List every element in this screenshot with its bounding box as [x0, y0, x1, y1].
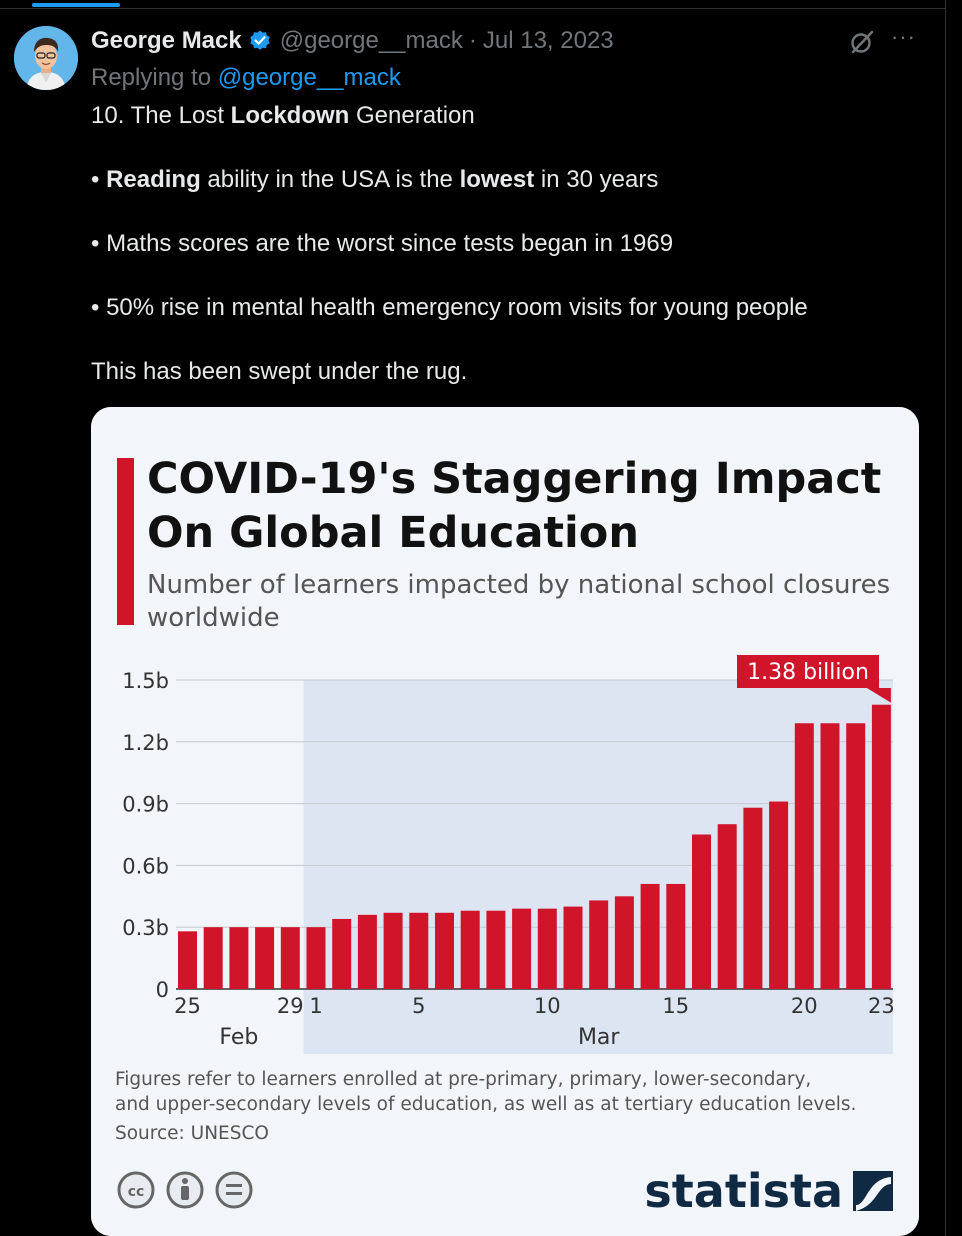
- bar: [255, 927, 275, 989]
- bar: [229, 927, 249, 989]
- bar: [820, 723, 840, 989]
- verified-badge-icon: [250, 30, 270, 50]
- chart-subtitle-line-2: worldwide: [147, 603, 280, 633]
- tweet-line-2-bold-a: Reading: [106, 166, 201, 193]
- bar: [512, 908, 532, 989]
- bar: [332, 918, 352, 989]
- x-tick-label: 20: [791, 994, 818, 1018]
- avatar[interactable]: [14, 26, 78, 90]
- march-highlight-band: [303, 680, 893, 1054]
- nd-icon[interactable]: [215, 1171, 253, 1209]
- bar: [357, 914, 377, 989]
- y-tick-label: 0.9b: [122, 793, 169, 817]
- bar: [460, 910, 480, 989]
- x-tick-label: 29: [277, 994, 304, 1018]
- x-tick-label: 25: [174, 994, 201, 1018]
- bar: [769, 801, 789, 989]
- tweet-line-2-b: ability in the USA is the: [200, 166, 460, 193]
- bar: [280, 927, 300, 989]
- bar: [846, 723, 866, 989]
- header-separator: ·: [468, 27, 477, 54]
- tweet-line-2-d: in 30 years: [534, 166, 659, 193]
- more-icon[interactable]: ···: [891, 24, 916, 49]
- month-label: Feb: [219, 1025, 258, 1050]
- replying-to: Replying to @george__mack: [91, 64, 401, 92]
- chart-title-line-1: COVID-19's Staggering Impact: [147, 454, 881, 504]
- x-tick-label: 23: [868, 994, 895, 1018]
- bar: [537, 908, 557, 989]
- bar: [743, 807, 763, 989]
- callout-box: [737, 655, 879, 688]
- column-divider: [945, 0, 946, 1236]
- x-tick-label: 1: [309, 994, 322, 1018]
- statista-logo-mark: [853, 1171, 893, 1211]
- top-tab-bar: [0, 0, 945, 9]
- bar: [435, 912, 454, 989]
- tweet-line-1-c: Generation: [349, 102, 475, 129]
- y-tick-label: 1.2b: [122, 731, 169, 755]
- replying-prefix: Replying to: [91, 64, 212, 91]
- avatar-illustration: [14, 26, 78, 90]
- svg-text:cc: cc: [128, 1184, 145, 1200]
- bar: [589, 900, 609, 989]
- tweet-line-2-bullet: •: [91, 166, 107, 193]
- y-tick-label: 0: [156, 978, 169, 1002]
- bar: [486, 910, 506, 989]
- tweet-date[interactable]: Jul 13, 2023: [482, 27, 614, 54]
- source-label: Source: UNESCO: [115, 1123, 269, 1144]
- bar: [871, 704, 891, 989]
- x-tick-label: 5: [412, 994, 425, 1018]
- active-tab-indicator: [32, 3, 120, 7]
- tweet-line-1: 10. The Lost Lockdown Generation: [91, 100, 931, 132]
- bar: [614, 896, 634, 989]
- tweet-line-5: This has been swept under the rug.: [91, 358, 468, 385]
- author-name[interactable]: George Mack: [91, 27, 242, 54]
- callout-tail: [866, 688, 891, 703]
- bar: [409, 912, 429, 989]
- title-accent-bar: [117, 458, 134, 625]
- y-tick-label: 1.5b: [122, 669, 169, 693]
- bar: [306, 927, 326, 989]
- tweet-header: George Mack @george__mack · Jul 13, 2023: [91, 26, 614, 56]
- statista-logo-text: statista: [644, 1164, 843, 1218]
- bar: [717, 824, 737, 989]
- tweet-line-1-bold: Lockdown: [230, 102, 350, 129]
- bar: [692, 834, 711, 989]
- infographic-svg: COVID-19's Staggering Impact On Global E…: [91, 407, 919, 1236]
- x-tick-label: 15: [662, 994, 689, 1018]
- replying-handle-link[interactable]: @george__mack: [217, 64, 401, 91]
- tweet-line-3: • Maths scores are the worst since tests…: [91, 230, 674, 257]
- tweet-line-4: • 50% rise in mental health emergency ro…: [91, 294, 808, 321]
- tweet-text: 10. The Lost Lockdown Generation • Readi…: [91, 100, 931, 388]
- tweet-line-2-bold-c: lowest: [459, 166, 535, 193]
- bar: [640, 883, 660, 989]
- x-tick-label: 10: [534, 994, 561, 1018]
- footnote-line-2: and upper-secondary levels of education,…: [115, 1094, 856, 1115]
- bar: [563, 906, 583, 989]
- bar: [178, 931, 197, 989]
- month-label: Mar: [578, 1025, 620, 1050]
- tweet-line-2: • Reading ability in the USA is the lowe…: [91, 164, 931, 196]
- y-tick-label: 0.6b: [122, 854, 169, 878]
- bar: [794, 723, 814, 989]
- callout-label: 1.38 billion: [747, 660, 869, 685]
- infographic-card[interactable]: COVID-19's Staggering Impact On Global E…: [91, 407, 919, 1236]
- grid-layer: 0 0.3b 0.6b 0.9b 1.2b 1.5b: [122, 669, 893, 1002]
- bar-layer: [178, 704, 891, 989]
- value-callout: 1.38 billion: [737, 655, 891, 703]
- bar: [203, 927, 223, 989]
- cc-icon[interactable]: cc: [117, 1171, 155, 1209]
- chart-title-line-2: On Global Education: [147, 508, 639, 558]
- bar: [666, 883, 686, 989]
- bar: [383, 912, 403, 989]
- author-handle[interactable]: @george__mack: [279, 27, 463, 54]
- y-tick-label: 0.3b: [122, 916, 169, 940]
- footnote-line-1: Figures refer to learners enrolled at pr…: [115, 1069, 811, 1090]
- by-icon[interactable]: [166, 1171, 204, 1209]
- tweet-line-1-a: 10. The Lost: [91, 102, 231, 129]
- grok-icon[interactable]: [848, 28, 876, 56]
- chart-subtitle-line-1: Number of learners impacted by national …: [147, 570, 890, 600]
